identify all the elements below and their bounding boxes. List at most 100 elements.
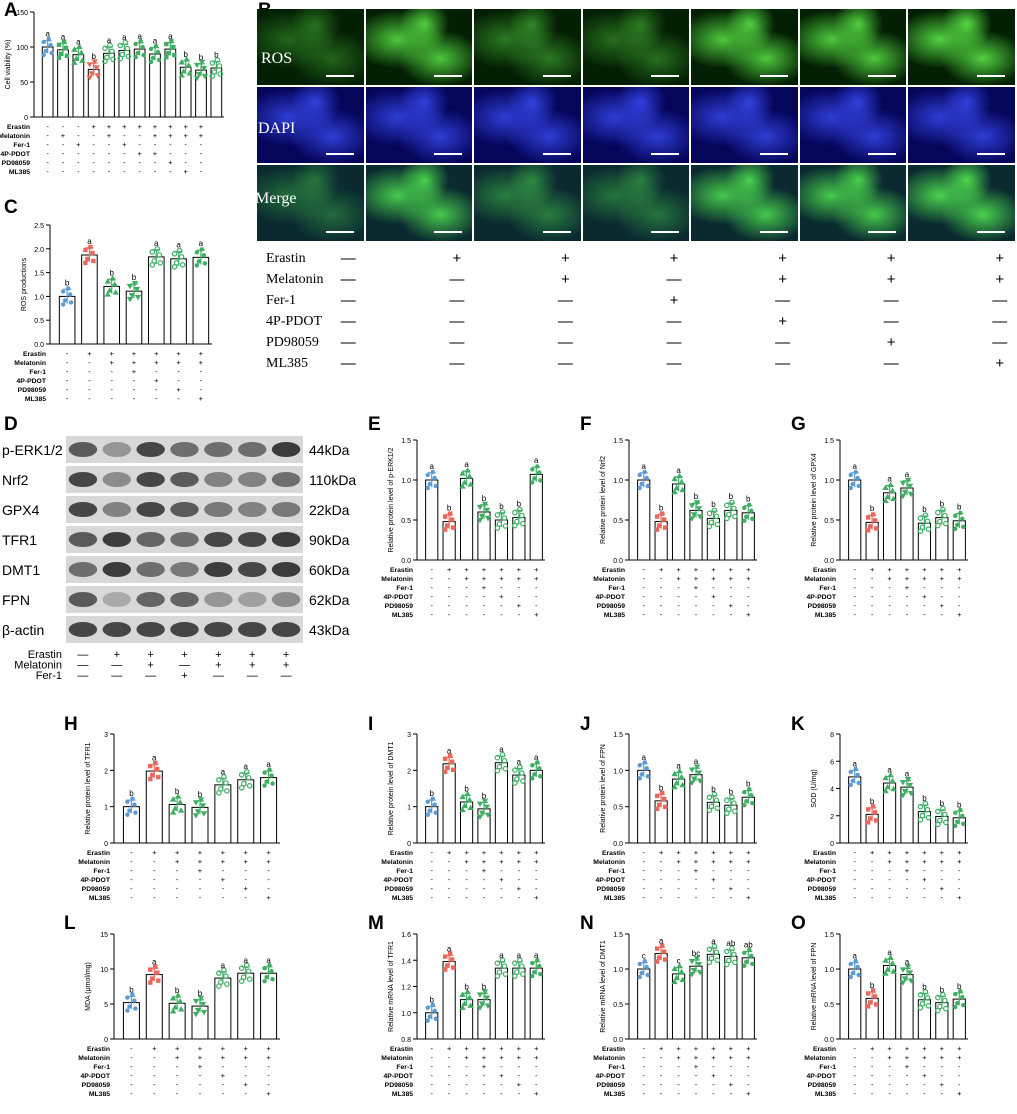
blot-band [68,621,98,638]
scale-bar [759,231,788,233]
y-tick-label: 1.0 [34,294,44,301]
treatment-sign: - [430,866,433,875]
significance-letter: b [109,268,114,277]
data-point [882,970,889,976]
treatment-sign: - [483,884,486,893]
data-point [724,961,730,968]
data-point [958,988,963,994]
treatment-sign: - [465,875,468,884]
bar [442,961,456,1040]
data-point [711,791,718,798]
data-point [695,770,703,776]
bar [689,965,703,1040]
y-tick-label: 6 [830,759,834,766]
significance-letter: b [729,492,734,501]
data-point [519,512,525,519]
data-point [133,810,138,815]
treatment-sign: + [887,848,892,857]
significance-letter: b [482,791,487,800]
y-tick-label: 10 [100,967,108,974]
treatment-sign: + [517,574,522,583]
data-point [466,473,473,479]
treatment-sign: + [711,592,716,601]
blot-band [237,621,267,638]
data-point [178,72,185,78]
significance-letter: b [922,794,927,803]
data-point [43,48,48,54]
data-point [41,39,46,45]
band-name: p-ERK1/2 [2,442,63,458]
treatment-sign: - [77,158,80,167]
treatment-sign: + [215,681,221,683]
treatment-label: PD98059 [385,1082,414,1089]
treatment-sign: - [712,866,715,875]
data-point [216,983,222,989]
treatment-sign: + [249,660,255,672]
data-point [706,959,713,966]
treatment-sign: — [884,292,899,309]
data-point [60,289,66,294]
treatment-sign: + [729,857,734,866]
significance-letter: b [659,783,664,792]
treatment-sign: — [341,355,356,372]
treatment-sign: + [922,1053,927,1062]
treatment-sign: - [430,601,433,610]
data-point [706,523,713,530]
treatment-sign: - [222,866,225,875]
micrograph-cell [799,87,907,163]
treatment-sign: - [853,583,856,592]
treatment-sign: - [853,866,856,875]
treatment-sign: + [887,857,892,866]
data-point [117,55,124,62]
treatment-sign: - [958,583,961,592]
treatment-sign: - [923,1080,926,1089]
treatment-sign: - [184,149,187,158]
data-point [67,292,73,297]
data-point [537,963,542,969]
data-point [676,472,683,479]
data-point [917,803,924,810]
data-point [196,259,202,264]
treatment-sign: - [200,385,203,394]
treatment-sign: - [62,167,65,176]
data-point [171,1004,179,1010]
treatment-sign: + [694,1062,699,1071]
data-point [157,260,164,266]
data-point [917,992,924,998]
data-point [449,957,455,962]
scale-bar [434,231,463,233]
treatment-sign: - [153,875,156,884]
treatment-label: Fer-1 [266,293,296,308]
treatment-sign: - [500,1080,503,1089]
treatment-sign: - [660,574,663,583]
data-point [201,73,209,80]
treatment-sign: - [695,884,698,893]
treatment-sign: + [499,875,504,884]
data-point [150,976,155,981]
data-point [71,59,78,65]
significance-letter: a [887,475,892,484]
data-point [899,779,907,786]
blot-band [204,531,233,548]
treatment-sign: - [184,140,187,149]
data-point [425,812,430,817]
blot-band [68,501,98,518]
blot-band [68,471,98,488]
treatment-sign: - [642,857,645,866]
data-point [442,954,448,959]
treatment-label: Melatonin [266,272,324,287]
data-point [427,808,432,813]
data-point [432,1008,437,1013]
blot-band [102,471,132,488]
data-point [512,960,518,966]
band-name: DMT1 [2,562,40,578]
y-tick-label: 1 [104,805,108,812]
data-point [128,292,136,299]
data-point [870,804,876,809]
treatment-sign: - [695,1080,698,1089]
treatment-sign: - [66,385,69,394]
treatment-sign: + [534,1089,539,1098]
significance-letter: b [198,790,203,799]
